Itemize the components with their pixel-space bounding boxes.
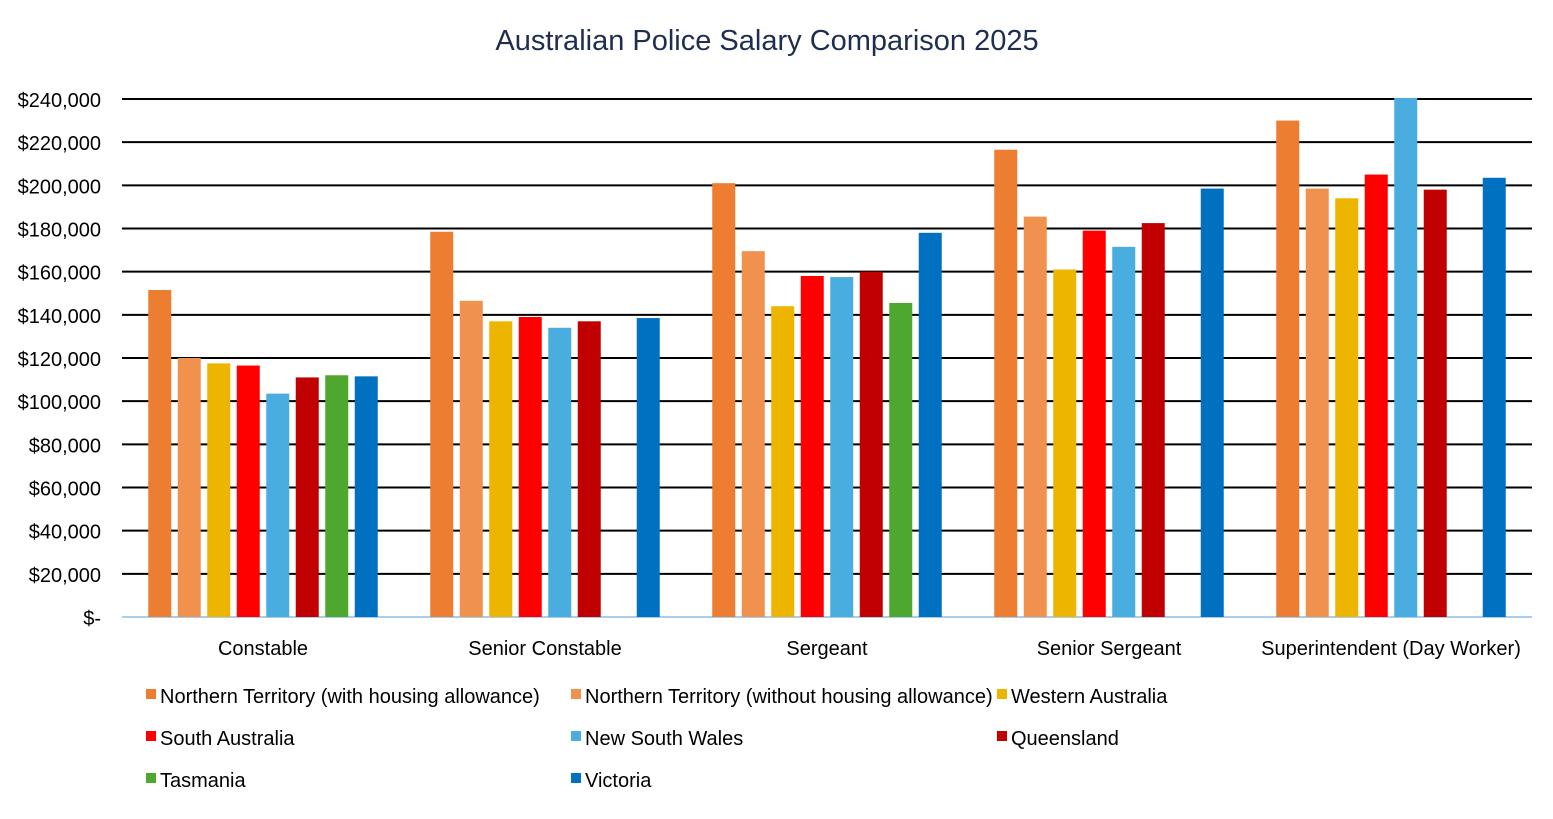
legend-item: Northern Territory (without housing allo… [571, 686, 993, 708]
bar [741, 251, 765, 617]
y-tick-label: $60,000 [29, 479, 101, 501]
legend-item: Tasmania [146, 770, 246, 792]
bar [1482, 177, 1506, 617]
bar [771, 306, 795, 617]
bar [1023, 216, 1047, 618]
bar [1276, 120, 1300, 617]
y-tick-label: $40,000 [29, 522, 101, 544]
y-tick-label: $180,000 [18, 220, 101, 242]
x-tick-label: Sergeant [786, 638, 868, 660]
legend-label: South Australia [160, 728, 295, 750]
y-tick-label: $100,000 [18, 392, 101, 414]
x-tick-label: Senior Sergeant [1037, 638, 1182, 660]
legend-swatch [571, 689, 581, 699]
bar [1423, 189, 1447, 617]
legend-swatch [146, 773, 156, 783]
bar [830, 277, 854, 617]
bar [636, 318, 660, 617]
bar [177, 358, 201, 617]
bar [548, 327, 572, 617]
legend-swatch [997, 689, 1007, 699]
bar [1305, 188, 1329, 617]
legend-item: Western Australia [997, 686, 1168, 708]
x-tick-label: Senior Constable [468, 638, 621, 660]
y-tick-label: $160,000 [18, 263, 101, 285]
bar [459, 300, 483, 617]
bar [712, 183, 736, 618]
bar [1082, 230, 1106, 618]
bar [236, 365, 260, 617]
legend-label: Western Australia [1011, 686, 1168, 708]
legend-label: Northern Territory (without housing allo… [585, 686, 993, 708]
legend-item: Northern Territory (with housing allowan… [146, 686, 540, 708]
chart-title: Australian Police Salary Comparison 2025 [495, 25, 1038, 57]
y-tick-label: $120,000 [18, 349, 101, 371]
legend-swatch [146, 731, 156, 741]
y-tick-label: $200,000 [18, 176, 101, 198]
bar [918, 232, 942, 618]
bar [148, 290, 172, 617]
bar [354, 376, 378, 617]
bar [1112, 246, 1136, 618]
bar [859, 271, 883, 617]
x-tick-label: Constable [218, 638, 308, 660]
bar [207, 363, 231, 617]
y-tick-label: $220,000 [18, 133, 101, 155]
bar [800, 275, 824, 617]
bar [518, 316, 542, 617]
legend-swatch [571, 731, 581, 741]
bar [1200, 188, 1224, 617]
legend-label: Tasmania [160, 770, 246, 792]
y-tick-label: $20,000 [29, 565, 101, 587]
y-tick-label: $- [83, 608, 101, 630]
legend-swatch [997, 731, 1007, 741]
legend-label: Victoria [585, 770, 652, 792]
legend-label: Northern Territory (with housing allowan… [160, 686, 540, 708]
bar [577, 321, 601, 617]
legend-swatch [571, 773, 581, 783]
bar [325, 375, 349, 617]
bar [889, 302, 913, 617]
y-tick-label: $80,000 [29, 435, 101, 457]
legend-swatch [146, 689, 156, 699]
bar [1053, 269, 1077, 617]
y-tick-label: $140,000 [18, 306, 101, 328]
bar [1394, 97, 1418, 617]
legend-item: Victoria [571, 770, 652, 792]
legend-item: South Australia [146, 728, 295, 750]
bar [994, 149, 1018, 618]
bar [1335, 198, 1359, 618]
legend-label: New South Wales [585, 728, 743, 750]
bar [1364, 174, 1388, 617]
bar [266, 393, 290, 617]
y-tick-label: $240,000 [18, 90, 101, 112]
x-tick-label: Superintendent (Day Worker) [1261, 638, 1521, 660]
legend-label: Queensland [1011, 728, 1119, 750]
legend-item: New South Wales [571, 728, 743, 750]
bar [295, 377, 319, 617]
bar [489, 321, 513, 617]
bar [430, 231, 454, 618]
bar [1141, 223, 1165, 617]
legend-item: Queensland [997, 728, 1119, 750]
